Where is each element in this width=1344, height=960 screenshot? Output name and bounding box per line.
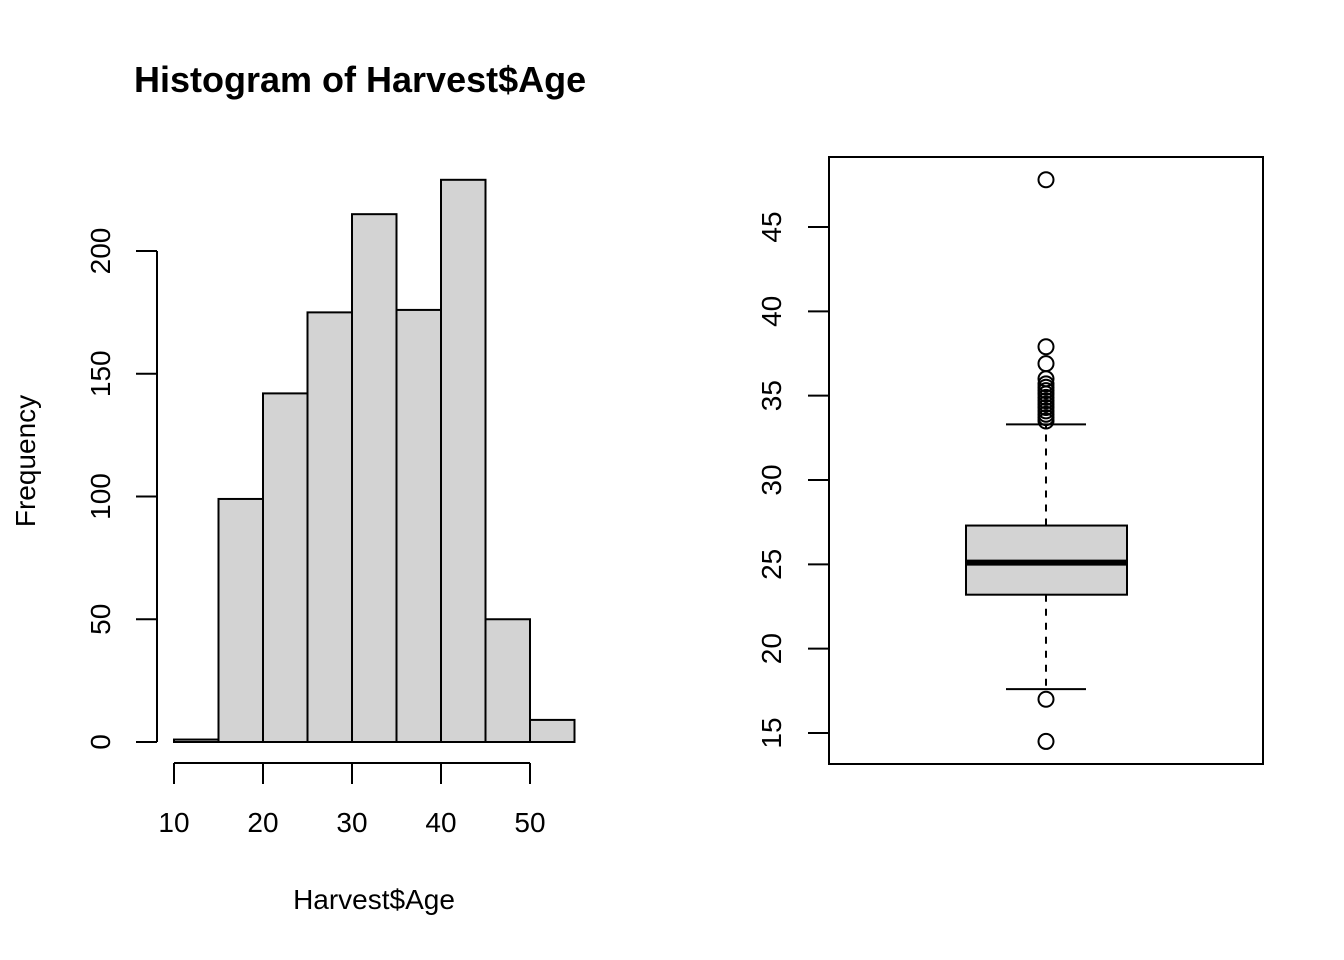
histogram-bar <box>173 738 220 743</box>
histogram-y-tick-label: 50 <box>85 604 116 635</box>
histogram-bar <box>217 497 264 743</box>
boxplot-outlier <box>1037 171 1055 189</box>
boxplot-outlier <box>1037 355 1055 373</box>
histogram-bar <box>529 718 576 744</box>
histogram-y-label: Frequency <box>10 395 41 527</box>
boxplot-frame <box>828 156 1264 765</box>
histogram-x-tick-label: 20 <box>247 807 278 838</box>
histogram-bars <box>173 178 576 744</box>
histogram-x-tick-label: 50 <box>514 807 545 838</box>
boxplot-marks <box>965 171 1128 750</box>
histogram-y-axis: 0 50 100 150 200 <box>85 228 158 750</box>
histogram-bar <box>440 178 487 743</box>
boxplot-y-tick-label: 45 <box>756 211 787 242</box>
histogram-title: Histogram of Harvest$Age <box>134 59 586 100</box>
histogram-y-tick-label: 200 <box>85 228 116 275</box>
boxplot-y-tick-label: 25 <box>756 549 787 580</box>
boxplot-outlier <box>1037 690 1055 708</box>
histogram-panel: Histogram of Harvest$Age 0 50 100 150 200 10… <box>10 59 586 915</box>
histogram-y-tick-label: 150 <box>85 350 116 397</box>
boxplot-y-tick-label: 35 <box>756 380 787 411</box>
histogram-bar <box>395 308 442 743</box>
boxplot-outlier <box>1037 732 1055 750</box>
boxplot-y-tick-label: 20 <box>756 633 787 664</box>
boxplot-outlier <box>1037 338 1055 356</box>
boxplot-y-axis: 15 20 25 30 35 40 45 <box>756 211 830 749</box>
boxplot-y-tick-label: 15 <box>756 717 787 748</box>
histogram-x-tick-label: 30 <box>336 807 367 838</box>
histogram-y-tick-label: 100 <box>85 473 116 520</box>
histogram-x-tick-label: 40 <box>425 807 456 838</box>
histogram-bar <box>351 213 398 744</box>
histogram-bar <box>306 311 353 743</box>
boxplot-outlier <box>1037 412 1055 430</box>
histogram-x-tick-label: 10 <box>158 807 189 838</box>
histogram-x-axis: 10 20 30 40 50 <box>158 762 546 838</box>
boxplot-panel: 15 20 25 30 35 40 45 <box>756 156 1264 765</box>
boxplot-y-tick-label: 40 <box>756 296 787 327</box>
histogram-x-label: Harvest$Age <box>293 884 455 915</box>
histogram-bar <box>484 618 531 743</box>
histogram-bar <box>262 392 309 743</box>
boxplot-y-tick-label: 30 <box>756 464 787 495</box>
histogram-y-tick-label: 0 <box>85 734 116 750</box>
